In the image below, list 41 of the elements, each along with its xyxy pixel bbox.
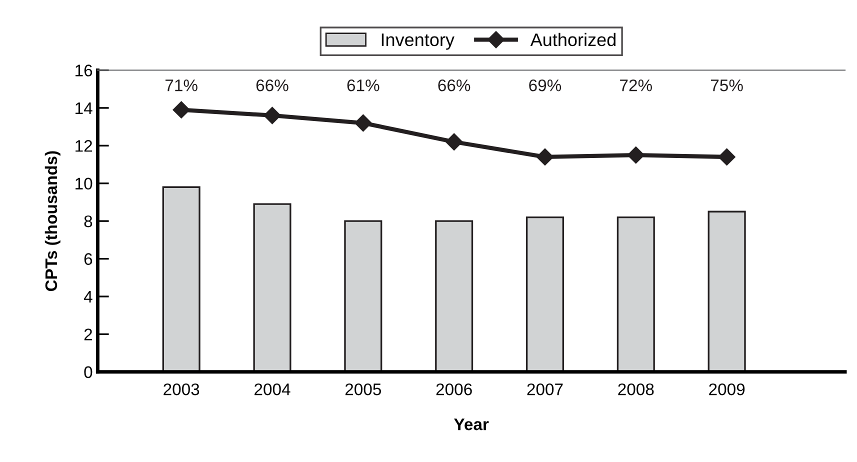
point <box>172 101 190 118</box>
x-axis-title: Year <box>454 418 489 430</box>
y-tick-label: 6 <box>84 253 92 265</box>
annotation: 69% <box>529 79 562 92</box>
annotation: 75% <box>710 80 743 92</box>
y-tick-label: 4 <box>84 291 92 303</box>
annotation: 66% <box>438 79 470 92</box>
x-tick-label: 2009 <box>709 383 745 396</box>
annotation: 71% <box>166 80 198 92</box>
bar <box>616 216 655 372</box>
point <box>354 114 372 132</box>
legend-label: Authorized <box>530 32 616 46</box>
bar <box>708 210 746 372</box>
point <box>627 146 644 164</box>
y-tick-label: 16 <box>76 64 92 76</box>
x-tick-label: 2003 <box>164 383 200 396</box>
y-tick-label: 8 <box>84 215 92 228</box>
x-tick-label: 2005 <box>345 383 382 396</box>
x-tick-label: 2004 <box>254 383 290 396</box>
y-tick-label: 12 <box>76 140 92 152</box>
bar <box>344 220 382 372</box>
x-tick-label: 2006 <box>436 383 472 396</box>
legend-label: Inventory <box>382 34 454 50</box>
annotation: 61% <box>347 79 380 92</box>
y-tick-label: 10 <box>76 178 92 190</box>
y-tick-label: 14 <box>76 102 92 114</box>
annotation: 72% <box>620 79 652 92</box>
point <box>446 133 463 150</box>
bar <box>435 220 474 372</box>
x-tick-label: 2007 <box>527 383 563 396</box>
y-axis-title: CPTs (thousands) <box>44 151 60 292</box>
annotation: 66% <box>256 79 288 92</box>
point <box>718 148 736 166</box>
bar <box>253 203 292 372</box>
bar <box>162 186 200 372</box>
y-tick-label: 2 <box>84 328 92 340</box>
y-tick-label: 0 <box>84 366 92 378</box>
point <box>536 148 554 166</box>
x-tick-label: 2008 <box>618 383 654 396</box>
point <box>264 106 281 124</box>
bar <box>526 216 564 372</box>
